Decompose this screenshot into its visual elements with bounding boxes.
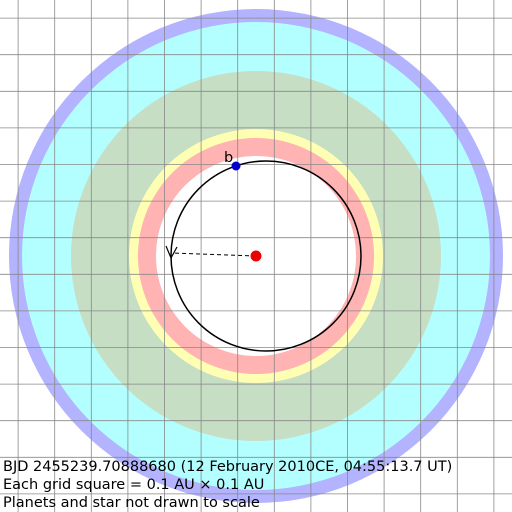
caption-line: Each grid square = 0.1 AU × 0.1 AU <box>3 477 264 493</box>
star <box>250 250 262 262</box>
orbit <box>170 160 362 352</box>
planet <box>231 161 241 171</box>
arrowhead <box>165 245 178 260</box>
planet-label: b <box>224 150 233 166</box>
caption-line: BJD 2455239.70888680 (12 February 2010CE… <box>3 459 452 475</box>
caption-line: Planets and star not drawn to scale <box>3 495 260 511</box>
